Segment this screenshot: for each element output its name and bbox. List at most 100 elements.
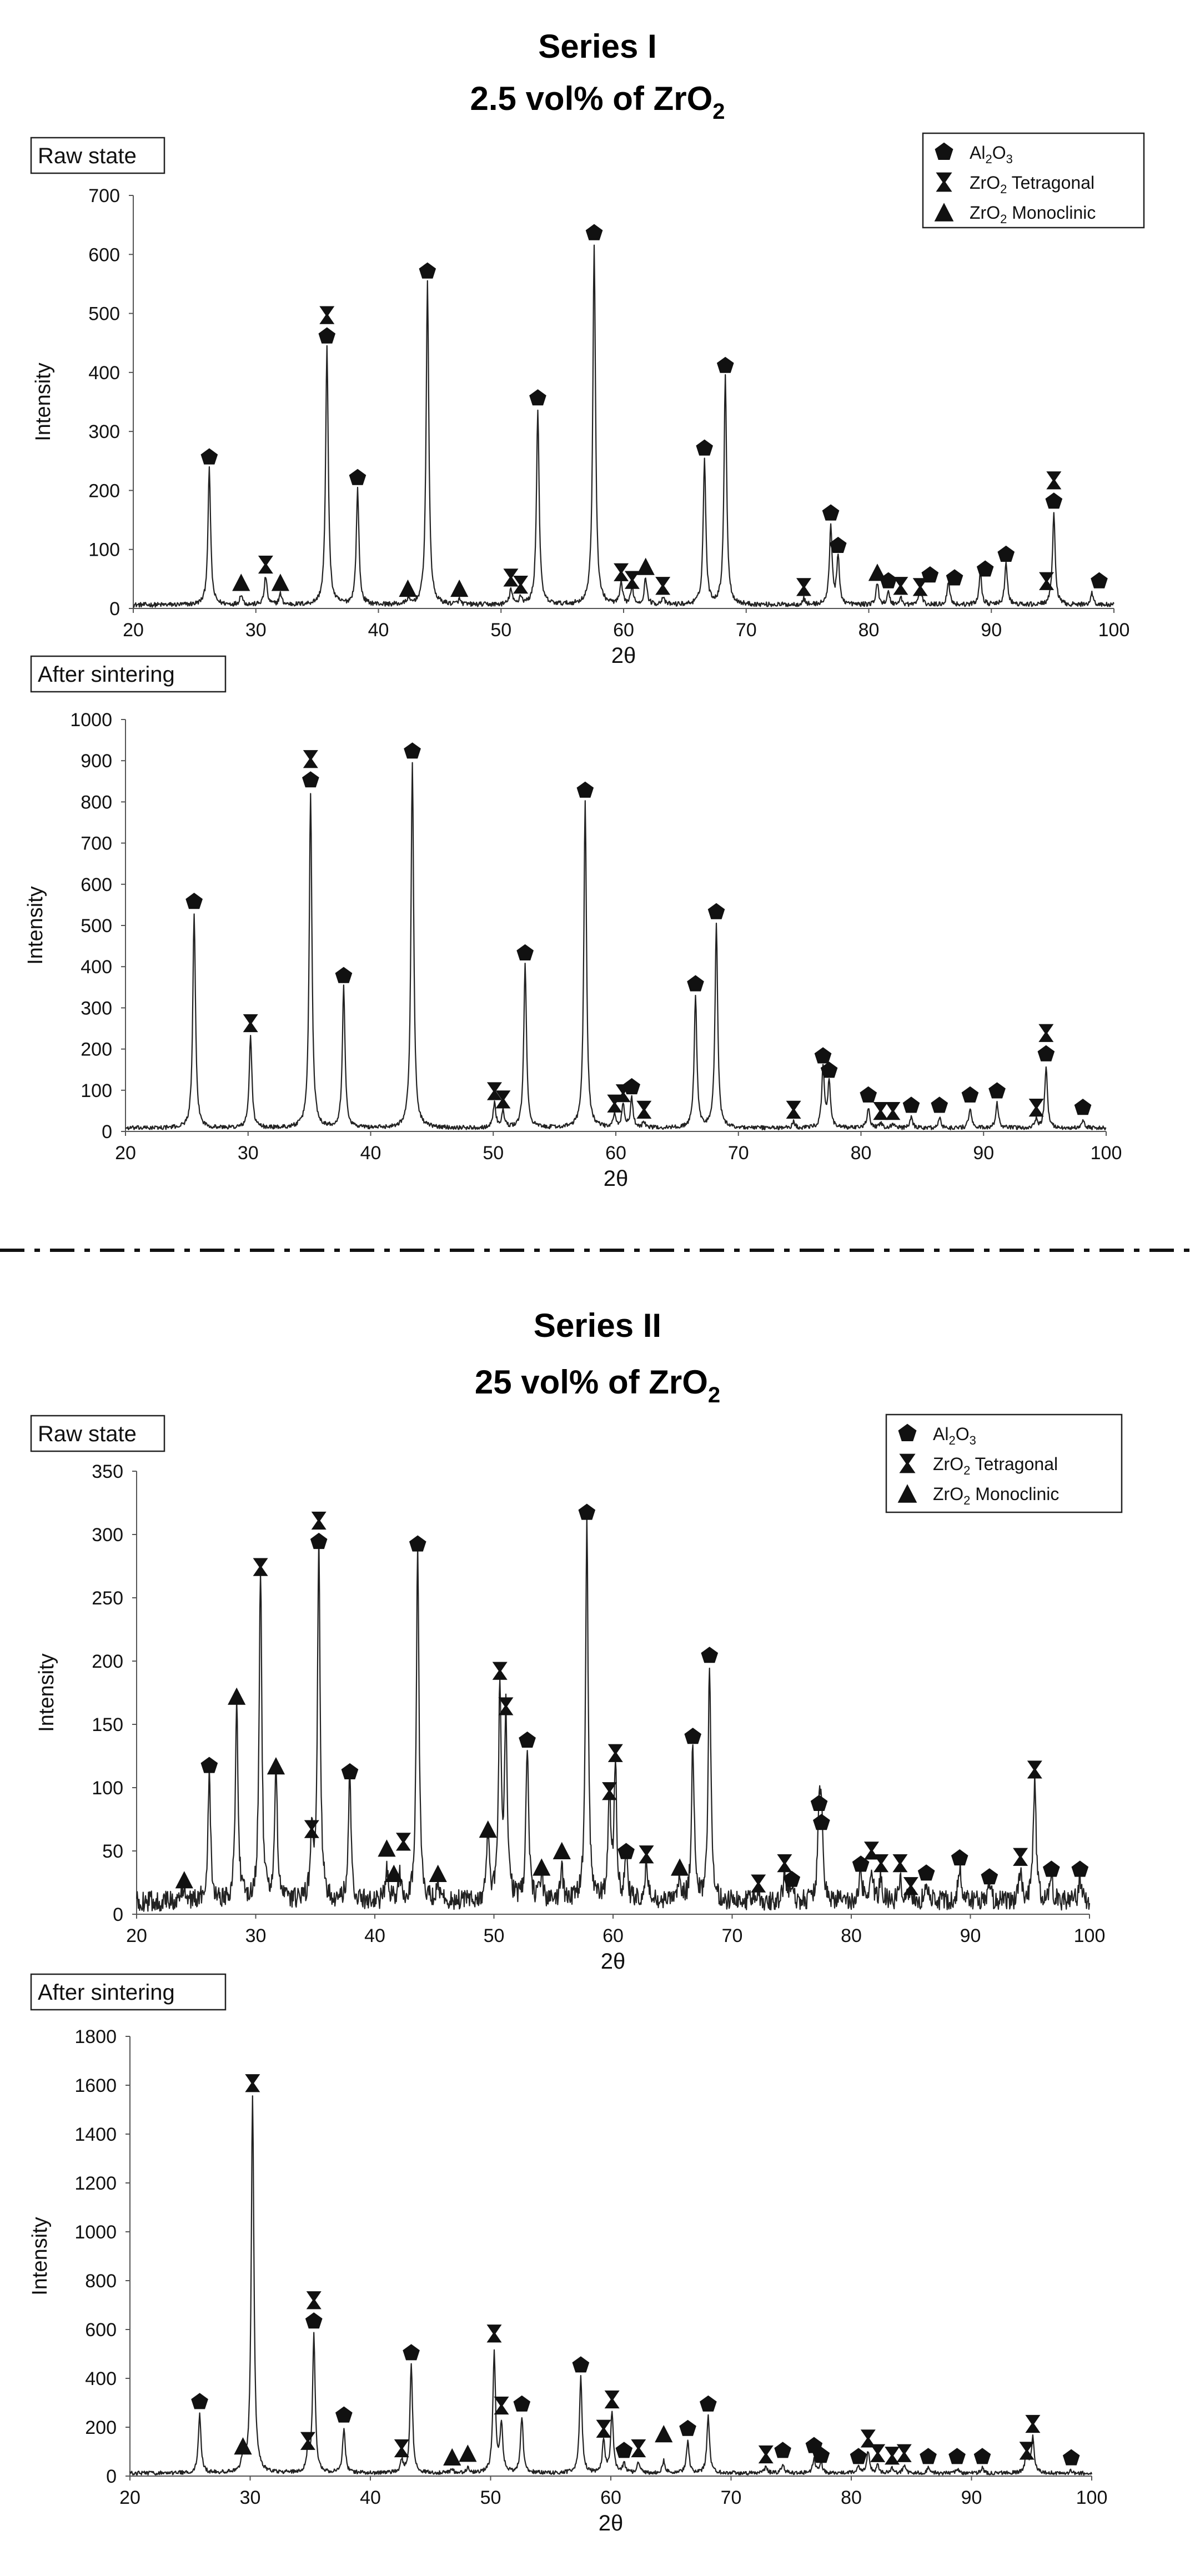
x-tick-label: 60	[600, 2487, 621, 2508]
al2o3-marker	[946, 569, 963, 586]
zro2-tetragonal-marker	[319, 306, 335, 324]
x-tick-label: 90	[961, 2487, 982, 2508]
zro2-tetragonal-marker	[873, 1854, 889, 1873]
al2o3-marker	[920, 2448, 937, 2464]
y-tick-label: 1600	[74, 2075, 117, 2096]
x-axis-label: 2θ	[604, 1166, 629, 1191]
state-label: Raw state	[38, 1422, 137, 1446]
zro2-tetragonal-marker	[607, 1744, 623, 1762]
x-tick-label: 20	[115, 1143, 136, 1164]
x-tick-label: 40	[368, 620, 389, 641]
y-tick-label: 100	[81, 1080, 112, 1101]
al2o3-marker	[951, 1849, 968, 1866]
series-2-subtitle: 25 vol% of ZrO2	[475, 1364, 720, 1407]
zro2-tetragonal-marker	[885, 2447, 900, 2465]
legend-box	[885, 1413, 1123, 1513]
x-tick-label: 70	[728, 1143, 749, 1164]
legend-marker-hourglass	[899, 1453, 916, 1473]
legend-entry-2: ZrO2 Tetragonal	[970, 173, 1094, 196]
state-label-box	[30, 1973, 227, 2011]
y-tick-label: 400	[85, 2368, 117, 2389]
al2o3-marker	[716, 356, 734, 373]
zro2-monoclinic-marker	[553, 1842, 571, 1859]
zro2-monoclinic-marker	[450, 579, 469, 597]
al2o3-marker	[335, 967, 353, 983]
al2o3-marker	[404, 742, 421, 759]
zro2-tetragonal-marker	[777, 1854, 792, 1873]
zro2-tetragonal-marker	[596, 2419, 611, 2438]
legend-marker-hourglass	[936, 172, 952, 192]
zro2-monoclinic-marker	[479, 1820, 497, 1838]
zro2-tetragonal-marker	[395, 1833, 411, 1851]
y-tick-label: 600	[85, 2320, 117, 2341]
y-tick-label: 500	[81, 915, 112, 937]
zro2-tetragonal-marker	[243, 1014, 258, 1033]
zro2-tetragonal-marker	[498, 1697, 514, 1715]
zro2-tetragonal-marker	[486, 1082, 502, 1100]
zro2-tetragonal-marker	[751, 1874, 766, 1893]
legend-marker-pentagon	[935, 142, 953, 160]
x-tick-label: 40	[360, 2487, 381, 2508]
zro2-monoclinic-marker	[459, 2444, 477, 2462]
x-axis-label: 2θ	[611, 643, 636, 668]
al2o3-marker	[948, 2448, 966, 2464]
al2o3-marker	[820, 1061, 838, 1078]
legend-entry-3: ZrO2 Monoclinic	[933, 1484, 1059, 1507]
al2o3-marker	[850, 2448, 867, 2464]
y-tick-label: 150	[92, 1714, 123, 1735]
y-tick-label: 1400	[74, 2124, 117, 2145]
zro2-tetragonal-marker	[655, 577, 671, 595]
zro2-tetragonal-marker	[636, 1100, 652, 1119]
zro2-tetragonal-marker	[604, 2390, 620, 2409]
zro2-monoclinic-marker	[868, 564, 887, 581]
al2o3-marker	[917, 1864, 935, 1881]
x-tick-label: 60	[605, 1143, 626, 1164]
y-tick-label: 400	[81, 957, 112, 978]
al2o3-marker	[973, 2448, 991, 2464]
zro2-monoclinic-marker	[429, 1864, 447, 1882]
y-tick-label: 50	[102, 1841, 123, 1862]
zro2-tetragonal-marker	[1027, 1760, 1042, 1779]
zro2-monoclinic-marker	[655, 2425, 673, 2443]
zro2-tetragonal-marker	[639, 1845, 654, 1864]
al2o3-marker	[513, 2395, 531, 2412]
zro2-monoclinic-marker	[636, 557, 655, 575]
al2o3-marker	[701, 1647, 719, 1663]
zro2-tetragonal-marker	[631, 2439, 646, 2458]
xrd-pattern-line	[129, 2095, 1093, 2476]
y-tick-label: 200	[85, 2417, 117, 2438]
zro2-monoclinic-marker	[234, 2437, 252, 2455]
zro2-tetragonal-marker	[624, 571, 640, 589]
y-tick-label: 0	[102, 1121, 112, 1143]
y-tick-label: 600	[88, 244, 120, 265]
y-tick-label: 100	[88, 540, 120, 561]
x-tick-label: 30	[238, 1143, 259, 1164]
y-tick-label: 500	[88, 304, 120, 325]
zro2-tetragonal-marker	[304, 1820, 319, 1838]
y-tick-label: 350	[92, 1461, 123, 1482]
zro2-tetragonal-marker	[903, 1877, 918, 1895]
al2o3-marker	[988, 1082, 1006, 1099]
al2o3-marker	[185, 893, 203, 909]
zro2-tetragonal-marker	[494, 2396, 509, 2415]
x-tick-label: 40	[364, 1925, 385, 1946]
al2o3-marker	[617, 1843, 635, 1859]
zro2-tetragonal-marker	[870, 2444, 886, 2462]
legend-marker-triangle	[897, 1484, 917, 1503]
state-label-box	[30, 137, 165, 174]
al2o3-marker	[200, 448, 218, 465]
al2o3-marker	[822, 504, 840, 521]
zro2-tetragonal-marker	[492, 1662, 508, 1680]
al2o3-marker	[191, 2393, 208, 2409]
y-tick-label: 200	[88, 480, 120, 501]
zro2-monoclinic-marker	[175, 1871, 193, 1889]
al2o3-marker	[335, 2406, 353, 2423]
x-tick-label: 30	[240, 2487, 261, 2508]
zro2-tetragonal-marker	[892, 1854, 908, 1873]
al2o3-marker	[1045, 492, 1063, 509]
x-tick-label: 80	[851, 1143, 872, 1164]
al2o3-marker	[707, 903, 725, 919]
